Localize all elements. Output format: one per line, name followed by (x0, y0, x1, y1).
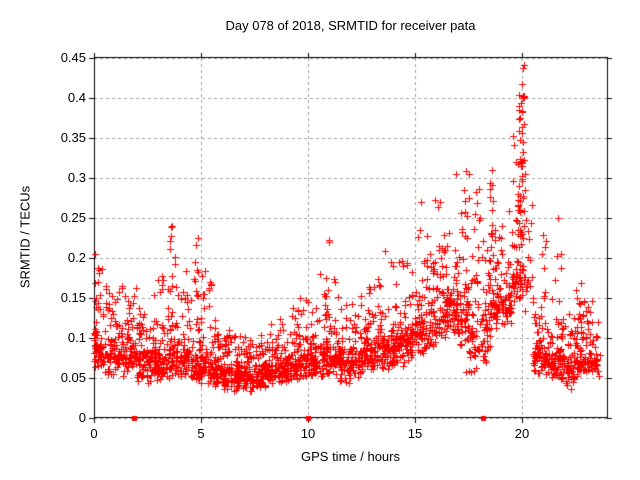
y-tick-label: 0.15 (60, 289, 86, 305)
x-tick-label: 5 (197, 426, 205, 441)
x-tick-label: 10 (300, 426, 316, 441)
y-tick-label: 0.05 (60, 369, 86, 385)
chart-title: Day 078 of 2018, SRMTID for receiver pat… (225, 18, 476, 33)
y-tick-label: 0.45 (60, 50, 86, 65)
y-tick-label: 0.4 (67, 89, 86, 105)
x-tick-label: 0 (90, 426, 98, 441)
x-tick-label: 20 (514, 426, 530, 441)
y-tick-label: 0 (78, 409, 86, 425)
y-tick-label: 0.25 (60, 209, 86, 225)
x-tick-label: 15 (407, 426, 423, 441)
y-tick-label: 0.3 (67, 169, 86, 185)
x-axis-label: GPS time / hours (301, 449, 400, 464)
y-tick-label: 0.35 (60, 129, 86, 145)
y-axis-label: SRMTID / TECUs (17, 185, 33, 289)
y-tick-label: 0.2 (67, 249, 86, 265)
y-tick-label: 0.1 (67, 329, 86, 345)
